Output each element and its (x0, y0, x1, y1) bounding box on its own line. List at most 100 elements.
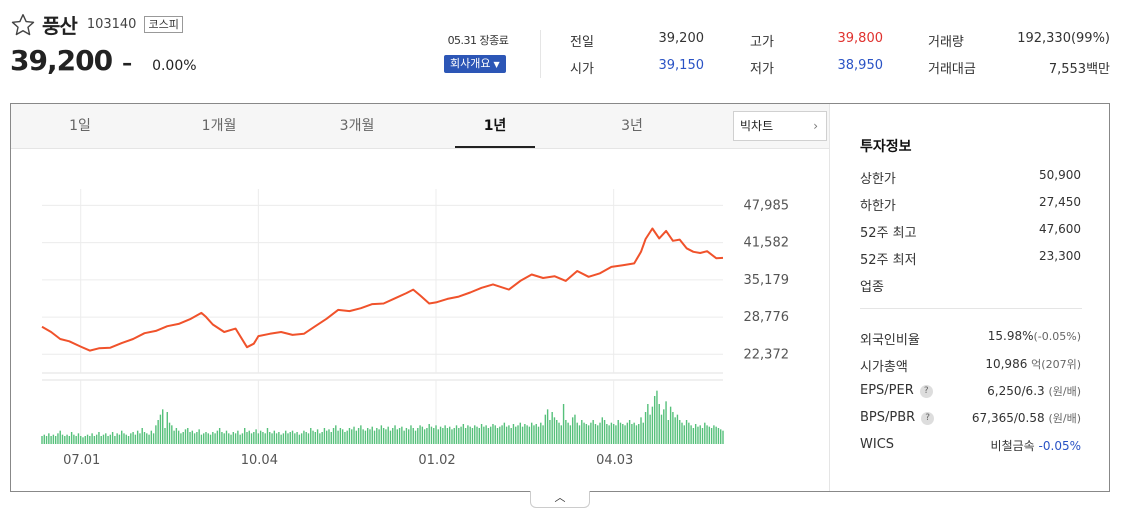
volume-bar (649, 414, 651, 444)
volume-bar (200, 434, 203, 444)
volume-bar (152, 433, 155, 444)
help-icon[interactable]: ? (921, 412, 935, 425)
low52-label: 52주 최저 (860, 253, 917, 268)
big-chart-button[interactable]: 빅차트 › (733, 111, 827, 141)
volume-bar (651, 406, 654, 444)
volume-bar (690, 425, 692, 444)
volume-bar (136, 430, 139, 444)
volume-bar (706, 425, 708, 444)
volume-bar (255, 429, 257, 444)
volume-bar (560, 425, 562, 444)
volume-bar (704, 422, 706, 444)
volume-bar (218, 428, 221, 444)
bps-pbr-label: BPS/PBR? (860, 410, 935, 425)
volume-bar (471, 428, 474, 444)
volume-bar (248, 430, 250, 444)
volume-bar (658, 404, 660, 444)
volume-bar (462, 424, 465, 444)
collapse-chart-button[interactable]: ︿ (530, 491, 590, 508)
star-icon[interactable] (10, 12, 36, 38)
volume-bar (262, 432, 264, 444)
y-tick-label: 22,372 (744, 347, 790, 362)
volume-bar (316, 429, 319, 444)
price-chart[interactable]: 47,985 41,582 35,179 28,776 22,372 07.01 10.04… (11, 149, 829, 491)
volume-bar (562, 404, 565, 444)
volume-bar (460, 426, 462, 444)
volume-bar (123, 433, 125, 444)
volume-bar (455, 425, 458, 444)
volume-bar (73, 434, 75, 444)
volume-bar (485, 425, 487, 444)
volume-bar (592, 420, 594, 444)
volume-bar (91, 433, 93, 444)
company-overview-button[interactable]: 회사개요 ▼ (444, 55, 506, 73)
volume-bar (610, 422, 613, 444)
volume-bar (469, 426, 471, 444)
low52-value: 23,300 (1039, 249, 1081, 263)
volume-bar (624, 425, 626, 444)
volume-bar (143, 432, 146, 444)
volume-bar (285, 430, 287, 444)
volume-bar (266, 428, 269, 444)
volume-bar (84, 436, 86, 444)
volume-bar (519, 422, 521, 444)
volume-bar (287, 433, 289, 444)
volume-bar (139, 433, 141, 444)
tab-1year[interactable]: 1년 (455, 104, 535, 148)
volume-bar (109, 434, 112, 444)
volume-bar (312, 430, 314, 444)
volume-bar (303, 430, 305, 444)
help-icon[interactable]: ? (919, 385, 933, 398)
volume-bar (628, 420, 631, 444)
y-tick-label: 28,776 (744, 310, 790, 325)
stock-name: 풍산 (42, 14, 78, 38)
volume-bar (499, 426, 501, 444)
volume-bar (653, 396, 656, 444)
high52-value: 47,600 (1039, 222, 1081, 236)
volume-bar (100, 436, 102, 444)
eps-per-value: 6,250/6.3 (원/배) (987, 383, 1081, 399)
volume-bar (697, 426, 699, 444)
volume-bar (606, 424, 608, 444)
volume-bar (453, 428, 455, 444)
volume-bar (617, 420, 619, 444)
volume-bar (528, 426, 531, 444)
volume-bar (355, 430, 358, 444)
volume-bar (41, 436, 43, 444)
tab-1month[interactable]: 1개월 (201, 118, 237, 134)
volume-bar (371, 426, 373, 444)
volume-bar (75, 436, 77, 444)
volume-bar (581, 420, 583, 444)
volume-bar (244, 428, 246, 444)
volume-bar (715, 426, 717, 444)
prev-close-label: 전일 (570, 35, 594, 50)
volume-bar (187, 428, 189, 444)
volume-bar (405, 428, 408, 444)
volume-bar (346, 430, 348, 444)
tab-3year[interactable]: 3년 (621, 118, 643, 134)
volume-bar (80, 436, 82, 444)
volume-bar (489, 426, 492, 444)
volume-bar (642, 422, 644, 444)
volume-bar (43, 434, 45, 444)
wics-value[interactable]: 비철금속 -0.05% (991, 437, 1081, 454)
volume-bar (237, 430, 239, 444)
volume-bar (162, 409, 164, 444)
tab-3month[interactable]: 3개월 (339, 118, 375, 134)
volume-bar (362, 429, 364, 444)
industry-label[interactable]: 업종 (860, 280, 884, 295)
volume-bar (45, 436, 48, 444)
volume-bar (667, 420, 670, 444)
prev-close-value: 39,200 (658, 31, 705, 46)
volume-bar (339, 428, 342, 444)
volume-bar (717, 428, 720, 444)
volume-bar (198, 429, 200, 444)
wics-label: WICS (860, 437, 895, 452)
price-line (41, 227, 724, 352)
volume-bar (638, 424, 640, 444)
volume-bar (111, 432, 114, 444)
tab-1day[interactable]: 1일 (69, 118, 91, 134)
volume-bar (348, 428, 351, 444)
volume-bar (310, 428, 312, 444)
volume-bar (253, 432, 255, 444)
